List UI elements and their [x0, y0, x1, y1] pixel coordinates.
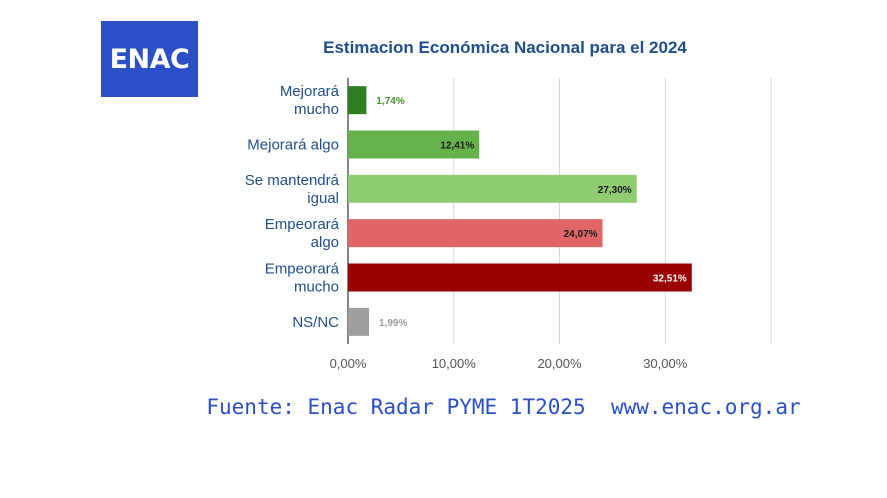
x-tick-label: 0,00%	[330, 356, 367, 371]
enac-logo: ENAC	[101, 21, 198, 97]
category-label: igual	[307, 190, 339, 207]
bar	[348, 130, 480, 159]
category-label: Mejorará	[280, 83, 340, 100]
gridlines	[347, 78, 772, 344]
data-label: 1,74%	[376, 96, 404, 107]
category-label: Mejorará algo	[247, 137, 339, 154]
category-label: Se mantendrá	[245, 172, 340, 189]
x-tick-label: 30,00%	[643, 356, 688, 371]
category-label: NS/NC	[292, 314, 339, 331]
data-label: 32,51%	[653, 274, 687, 285]
data-label: 24,07%	[564, 229, 598, 240]
category-label: Empeorará	[265, 261, 340, 278]
x-tick-label: 20,00%	[537, 356, 582, 371]
category-label: Empeorará	[265, 216, 340, 233]
data-label: 27,30%	[598, 185, 632, 196]
x-tick-label: 10,00%	[432, 356, 477, 371]
bar	[348, 219, 603, 248]
bar	[348, 263, 692, 292]
bar	[348, 174, 637, 203]
category-label: algo	[311, 234, 339, 251]
chart-title: Estimacion Económica Nacional para el 20…	[323, 38, 687, 57]
bar	[348, 307, 370, 336]
source-caption: Fuente: Enac Radar PYME 1T2025 www.enac.…	[206, 395, 801, 419]
bar	[348, 86, 367, 115]
category-label: mucho	[294, 101, 339, 118]
x-tick-labels: 0,00% 10,00% 20,00% 30,00%	[330, 356, 688, 371]
data-label: 12,41%	[440, 141, 474, 152]
bars: 1,74% 12,41% 27,30% 24,07% 32,51% 1,99%	[348, 86, 692, 336]
category-label: mucho	[294, 279, 339, 296]
data-label: 1,99%	[379, 318, 407, 329]
